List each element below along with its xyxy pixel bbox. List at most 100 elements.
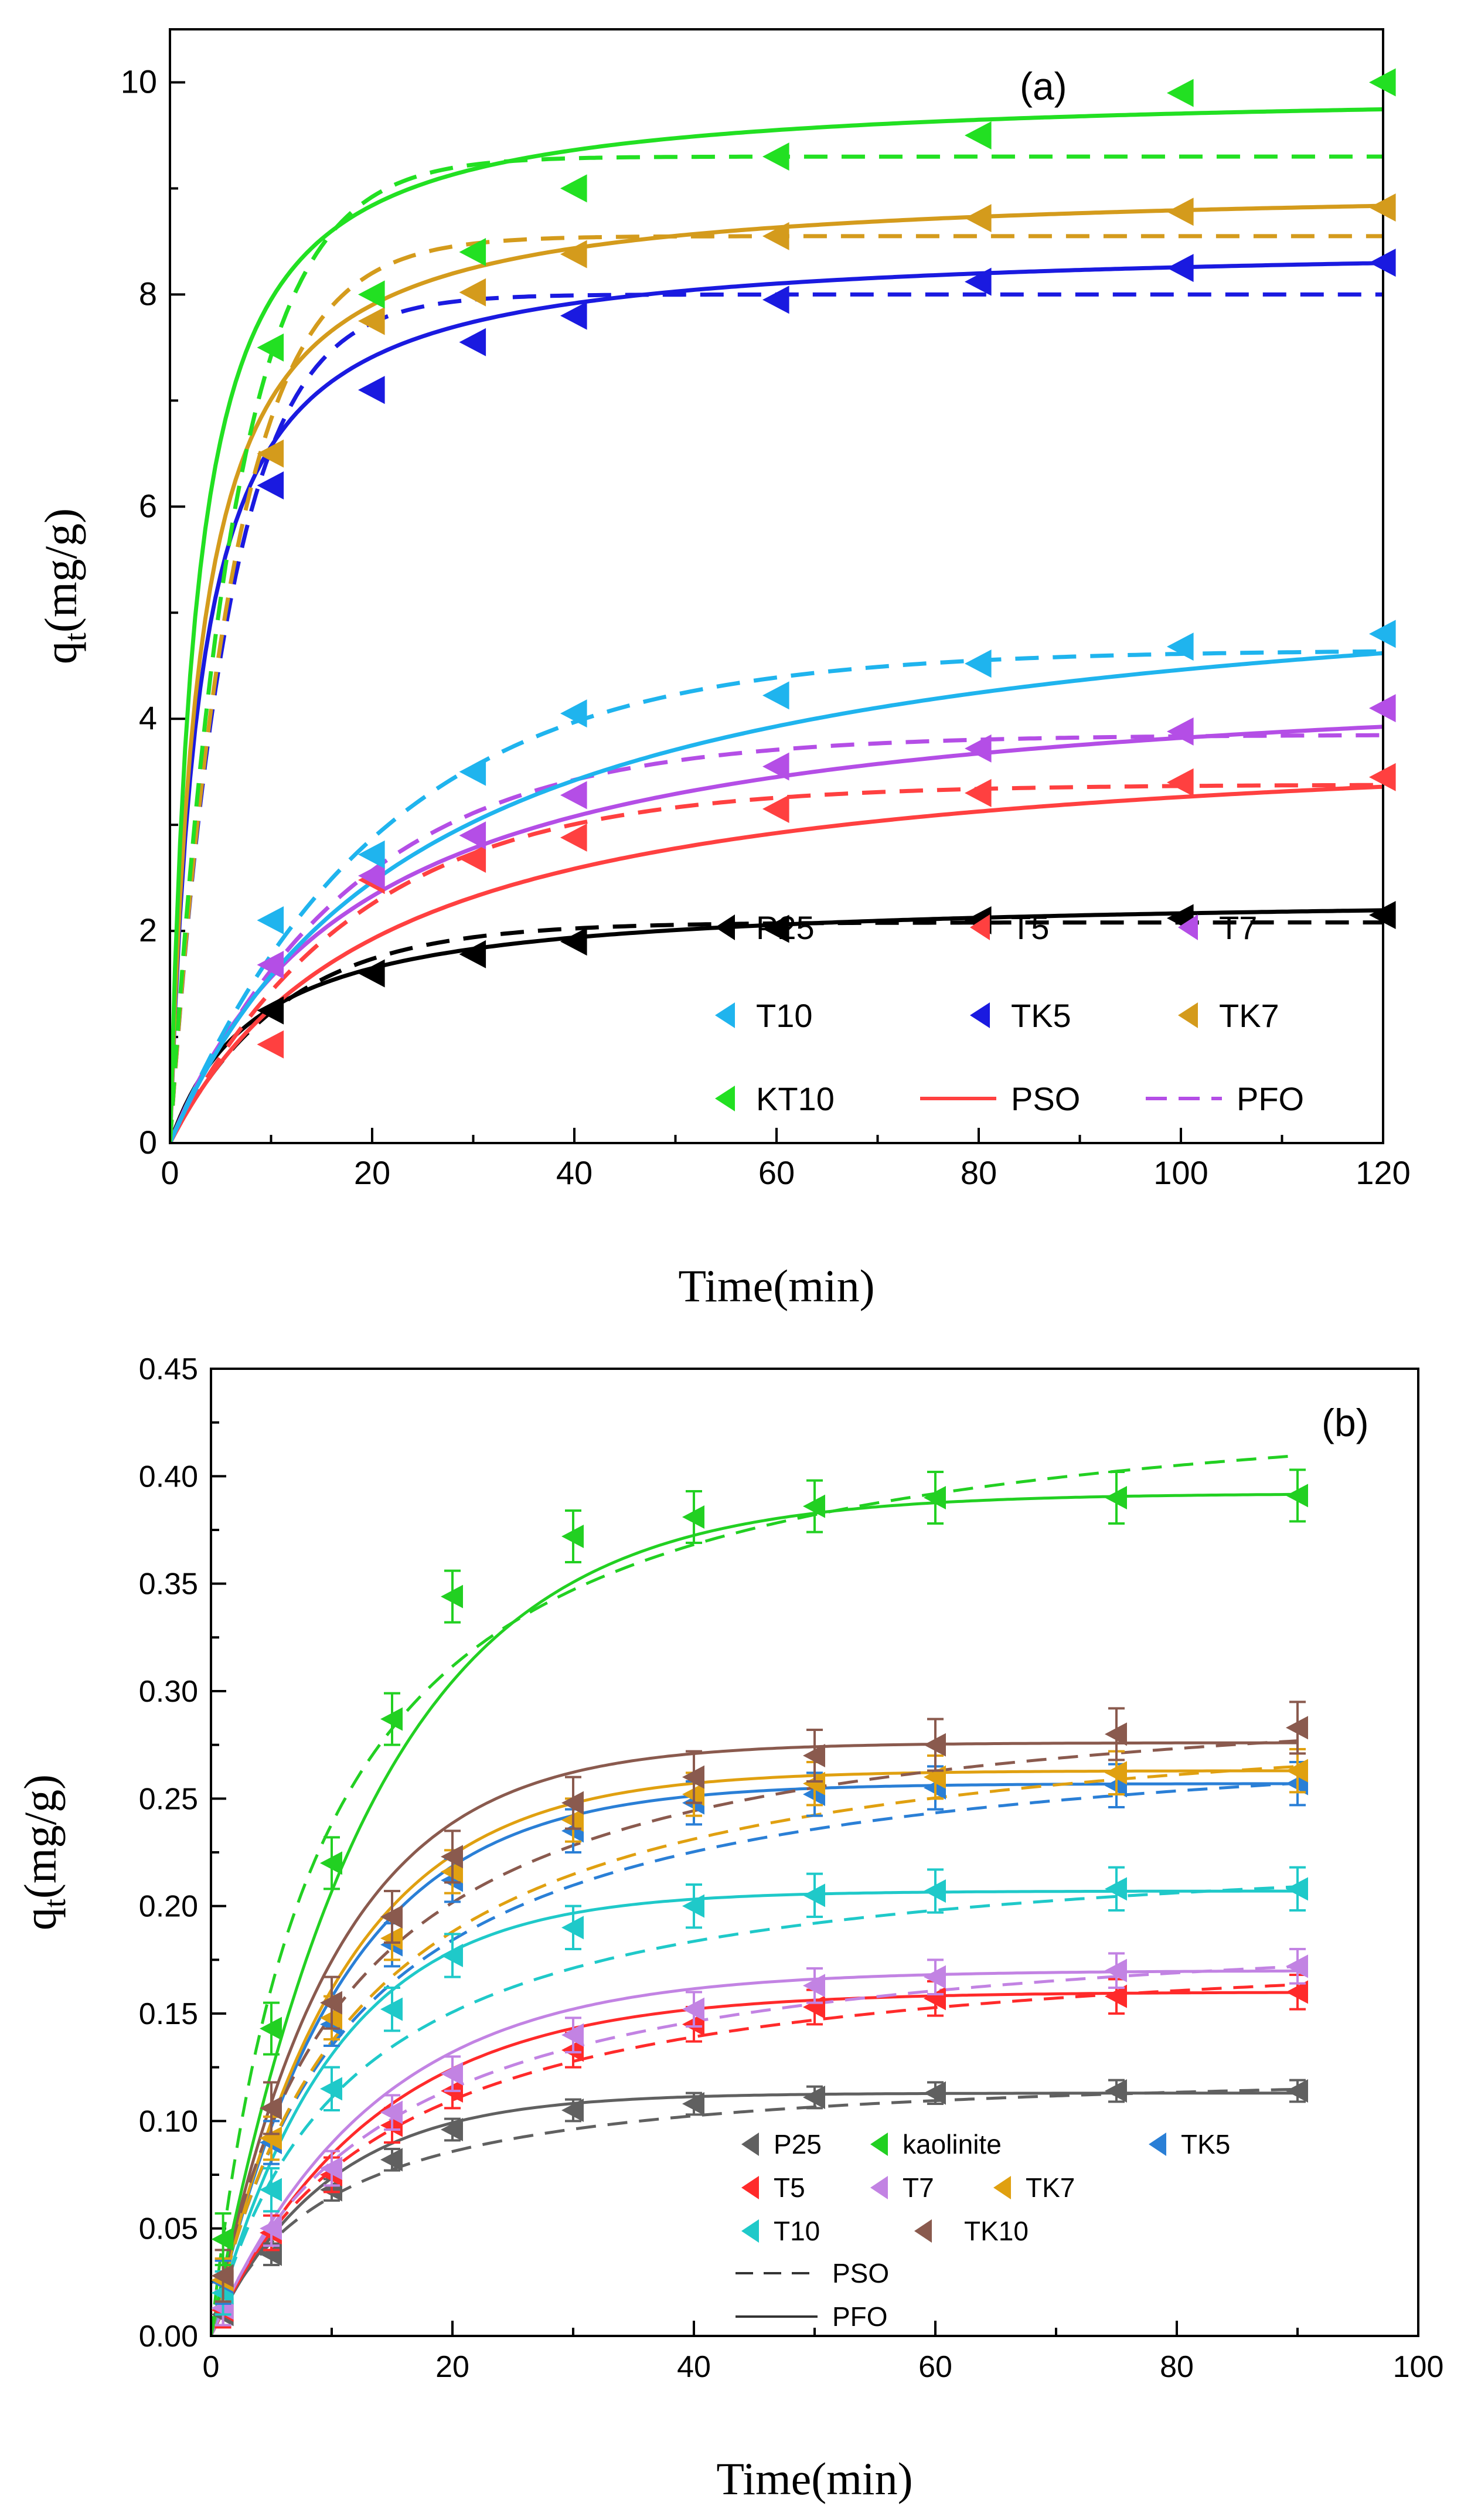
- x-tick-label: 80: [961, 1154, 997, 1191]
- x-tick-label: 60: [918, 2350, 952, 2384]
- panel-label-b: (b): [1322, 1401, 1369, 1444]
- point-t10: [260, 2178, 282, 2202]
- y-tick-label: 0.00: [139, 2320, 198, 2354]
- point-tk10: [803, 1744, 825, 1767]
- point-tk5: [560, 301, 587, 330]
- panel-label-a: (a): [1020, 64, 1067, 108]
- point-kaolinite: [682, 1505, 704, 1529]
- point-t10: [358, 840, 385, 869]
- point-t10: [561, 1916, 584, 1940]
- legend-item-t7: T7: [1178, 909, 1257, 946]
- point-tk7: [803, 1771, 825, 1795]
- pfo-curve-t5: [212, 1991, 1298, 2335]
- legend-item-tk5: TK5: [970, 997, 1071, 1034]
- point-kaolinite: [320, 1851, 342, 1875]
- y-axis-title-b: qt(mg/g): [15, 1774, 72, 1930]
- point-kaolinite: [561, 1525, 584, 1548]
- svg-text:T7: T7: [903, 2172, 934, 2203]
- legend-item-tk10: TK10: [914, 2216, 1029, 2246]
- point-kt10: [1369, 68, 1396, 97]
- y-tick-label: 10: [121, 63, 157, 100]
- point-t7: [441, 2062, 463, 2086]
- x-tick-label: 40: [677, 2350, 711, 2384]
- legend-item-t10: T10: [715, 997, 813, 1034]
- point-tk7: [358, 307, 385, 335]
- svg-text:kaolinite: kaolinite: [903, 2129, 1002, 2159]
- svg-text:T7: T7: [1219, 909, 1257, 946]
- point-tk10: [320, 1991, 342, 2015]
- svg-text:T10: T10: [774, 2216, 820, 2246]
- point-t5: [257, 1030, 284, 1059]
- legend-item-pso: PSO: [920, 1080, 1080, 1117]
- svg-text:TK7: TK7: [1026, 2172, 1075, 2203]
- pso-curve-t5: [171, 784, 1382, 1142]
- point-tk5: [358, 376, 385, 404]
- point-tk10: [441, 1845, 463, 1869]
- point-t10: [1167, 632, 1194, 661]
- point-kaolinite: [1286, 1484, 1308, 1508]
- legend-item-t7: T7: [870, 2172, 934, 2203]
- svg-text:PFO: PFO: [1237, 1080, 1304, 1117]
- svg-text:T10: T10: [756, 997, 813, 1034]
- x-tick-label: 0: [161, 1154, 179, 1191]
- legend-item-t5: T5: [741, 2172, 805, 2203]
- pso-curve-t10: [171, 651, 1382, 1142]
- svg-text:PSO: PSO: [832, 2258, 889, 2288]
- svg-text:TK5: TK5: [1011, 997, 1071, 1034]
- point-tk7: [459, 278, 486, 307]
- point-t5: [560, 823, 587, 852]
- x-axis-a: 0 20 40 60 80 100 120: [161, 1128, 1411, 1191]
- point-t7: [1167, 717, 1194, 746]
- legend-item-pfo: PFO: [1146, 1080, 1304, 1117]
- point-p25: [560, 927, 587, 956]
- point-t7: [561, 2023, 584, 2047]
- svg-text:P25: P25: [756, 909, 815, 946]
- point-t10: [1105, 1877, 1127, 1901]
- point-t7: [380, 2100, 403, 2124]
- point-p25: [762, 914, 789, 943]
- point-t7: [560, 781, 587, 810]
- point-tk10: [211, 2264, 234, 2288]
- point-t10: [441, 1944, 463, 1967]
- point-t5: [924, 1987, 946, 2011]
- pso-curve-kt10: [171, 107, 1382, 1142]
- point-t10: [257, 906, 284, 934]
- fit-curves-a: [171, 107, 1382, 1142]
- legend-item-t5: T5: [970, 909, 1049, 946]
- point-t7: [924, 1965, 946, 1989]
- point-tk10: [1105, 1722, 1127, 1746]
- point-kt10: [965, 121, 992, 149]
- legend-b: P25 kaolinite TK5 T5 T7 TK7 T10 TK10 PSO…: [736, 2129, 1230, 2332]
- point-t7: [1369, 694, 1396, 723]
- point-p25: [803, 2086, 825, 2109]
- legend-item-p25: P25: [715, 909, 815, 946]
- svg-text:TK7: TK7: [1219, 997, 1279, 1034]
- y-axis-title-a: qt(mg/g): [35, 508, 93, 664]
- y-tick-label: 0.15: [139, 1997, 198, 2031]
- point-t5: [965, 778, 992, 807]
- point-kt10: [257, 333, 284, 362]
- point-t7: [459, 821, 486, 850]
- svg-text:TK5: TK5: [1181, 2129, 1230, 2159]
- svg-text:P25: P25: [774, 2129, 822, 2159]
- x-tick-label: 40: [556, 1154, 593, 1191]
- y-tick-label: 6: [139, 487, 157, 524]
- point-kaolinite: [924, 1486, 946, 1509]
- point-tk7: [1369, 193, 1396, 222]
- svg-text:T5: T5: [1011, 909, 1049, 946]
- point-tk10: [1286, 1716, 1308, 1740]
- point-kaolinite: [380, 1707, 403, 1731]
- x-tick-label: 0: [203, 2350, 220, 2384]
- point-t10: [803, 1883, 825, 1907]
- point-tk10: [682, 1765, 704, 1789]
- x-tick-label: 60: [758, 1154, 795, 1191]
- point-t5: [1286, 1980, 1308, 2004]
- point-tk5: [1167, 254, 1194, 283]
- x-axis-title-b: Time(min): [716, 2453, 912, 2504]
- pfo-curve-tk10: [212, 1741, 1298, 2335]
- point-tk7: [1286, 1759, 1308, 1783]
- svg-text:PSO: PSO: [1011, 1080, 1080, 1117]
- pfo-curve-kaolinite: [212, 1492, 1298, 2335]
- point-p25: [561, 2099, 584, 2122]
- point-t10: [320, 2077, 342, 2101]
